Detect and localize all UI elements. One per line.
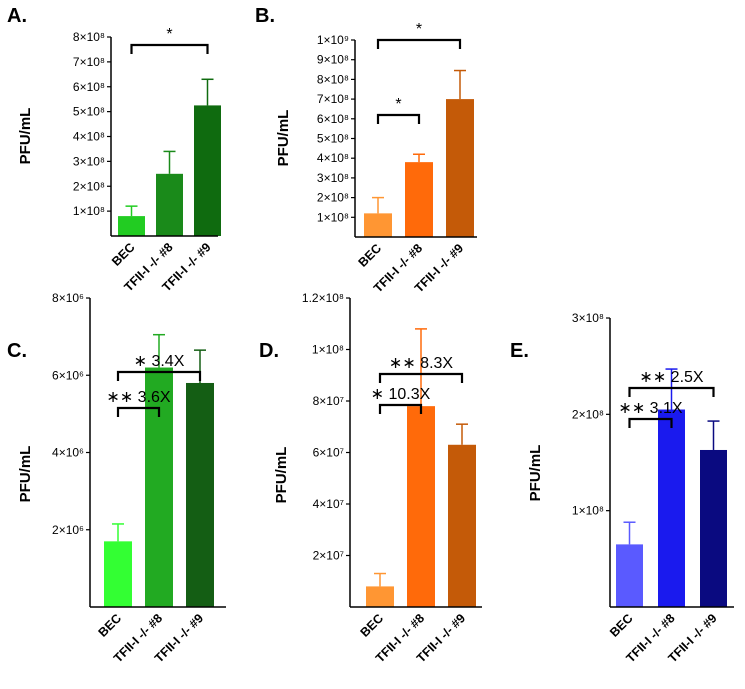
bar	[364, 213, 392, 237]
chart-panel-a: A. PFU/mL 1×10⁸ 2×10⁸ 3×10⁸ 4×10⁸ 5×10⁸ 6×10⁸ 7×…	[7, 5, 221, 294]
bar	[366, 586, 394, 607]
significance-label: ∗∗ 3.1X	[618, 400, 683, 417]
panel-letter: A.	[7, 5, 27, 27]
y-tick-label: 3×10⁸	[73, 154, 105, 168]
y-tick-label: 2×10⁸	[73, 179, 105, 193]
bar	[104, 541, 132, 607]
panel-letter: C.	[7, 340, 27, 362]
y-tick-label: 1×10⁸	[73, 204, 105, 218]
y-tick-label: 6×10⁸	[317, 112, 349, 126]
y-tick-label: 8×10⁷	[313, 394, 344, 408]
y-tick-label: 1×10⁸	[572, 504, 604, 518]
bar	[405, 162, 433, 237]
panel-letter: B.	[255, 5, 275, 27]
significance-bracket	[628, 417, 673, 428]
x-tick-label: BEC	[96, 611, 125, 640]
y-tick-label: 1×10⁸	[312, 343, 344, 357]
significance-label: ∗ 10.3X	[371, 386, 431, 403]
significance-bracket	[116, 370, 202, 381]
bar	[658, 409, 685, 607]
x-tick-label: BEC	[607, 611, 636, 640]
panel-letter: D.	[259, 340, 279, 362]
x-tick-label: BEC	[109, 240, 138, 269]
bar	[194, 105, 221, 236]
significance-label: *	[416, 21, 422, 38]
y-tick-label: 4×10⁸	[317, 151, 349, 165]
y-axis-label: PFU/mL	[17, 108, 34, 165]
y-tick-label: 3×10⁸	[317, 171, 349, 185]
y-axis-label: PFU/mL	[275, 110, 292, 167]
y-tick-label: 6×10⁸	[73, 80, 105, 94]
y-tick-label: 6×10⁷	[313, 446, 344, 460]
y-tick-label: 2×10⁸	[317, 191, 349, 205]
bar	[118, 216, 145, 236]
significance-bracket	[378, 372, 464, 383]
y-tick-label: 5×10⁸	[317, 132, 349, 146]
y-tick-label: 7×10⁸	[317, 92, 349, 106]
bar	[407, 406, 435, 607]
bar	[448, 444, 476, 607]
y-axis-label: PFU/mL	[17, 446, 34, 503]
significance-bracket	[376, 38, 462, 49]
bar	[186, 382, 214, 607]
significance-bracket	[378, 403, 423, 414]
x-tick-label: BEC	[358, 611, 387, 640]
y-tick-label: 2×10⁶	[52, 523, 84, 537]
y-tick-label: 5×10⁸	[73, 105, 105, 119]
significance-label: ∗ 3.4X	[134, 353, 185, 370]
y-tick-label: 1.2×10⁸	[302, 291, 344, 305]
significance-bracket	[376, 113, 421, 124]
significance-label: ∗∗ 3.6X	[106, 389, 171, 406]
y-tick-label: 4×10⁸	[73, 130, 105, 144]
bar	[700, 449, 727, 607]
significance-label: *	[166, 26, 172, 43]
bar	[446, 99, 474, 237]
x-tick-label: BEC	[356, 241, 385, 270]
y-axis-label: PFU/mL	[273, 447, 290, 504]
bar	[156, 173, 183, 236]
significance-bracket	[130, 43, 209, 54]
panel-letter: E.	[510, 340, 529, 362]
y-tick-label: 2×10⁸	[572, 407, 604, 421]
y-tick-label: 7×10⁸	[73, 55, 105, 69]
chart-panel-b: B. PFU/mL 1×10⁸ 2×10⁸ 3×10⁸ 4×10⁸ 5×10⁸ 6×10⁸ 7×…	[255, 5, 477, 295]
chart-panel-d: D. PFU/mL 2×10⁷ 4×10⁷ 6×10⁷ 8×10⁷ 1×10⁸ 1.2×10⁸…	[259, 291, 482, 665]
y-tick-label: 8×10⁸	[317, 72, 349, 86]
bar	[616, 544, 643, 607]
y-axis-label: PFU/mL	[527, 445, 544, 502]
significance-bracket	[628, 386, 715, 397]
y-tick-label: 4×10⁶	[52, 446, 84, 460]
significance-label: ∗∗ 2.5X	[639, 369, 704, 386]
significance-label: ∗∗ 8.3X	[389, 355, 454, 372]
y-tick-label: 3×10⁸	[572, 311, 604, 325]
y-tick-label: 6×10⁶	[52, 368, 84, 382]
y-tick-label: 9×10⁸	[317, 53, 349, 67]
y-tick-label: 1×10⁸	[317, 210, 349, 224]
y-tick-label: 2×10⁷	[313, 549, 344, 563]
y-tick-label: 8×10⁶	[52, 291, 84, 305]
significance-bracket	[116, 406, 161, 417]
y-tick-label: 4×10⁷	[313, 497, 344, 511]
y-tick-label: 8×10⁸	[73, 30, 105, 44]
significance-label: *	[395, 96, 401, 113]
y-tick-label: 1×10⁹	[317, 33, 349, 47]
